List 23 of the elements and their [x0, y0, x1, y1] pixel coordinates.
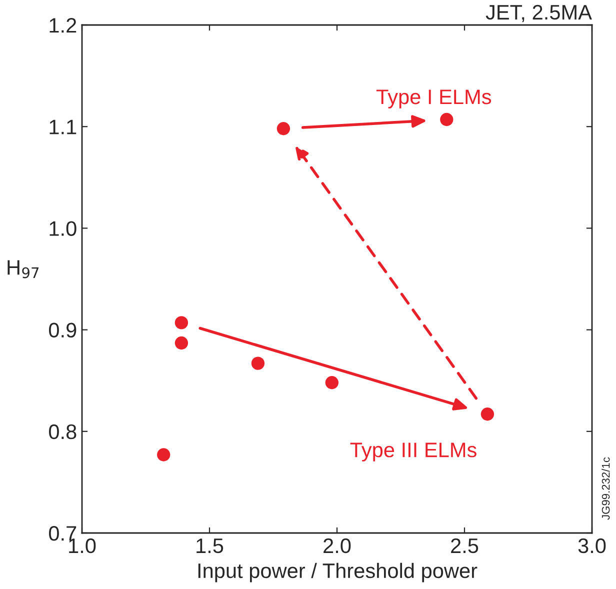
annotation: Type III ELMs [350, 442, 476, 462]
point [251, 356, 265, 370]
y-tick-label: 1.0 [50, 221, 76, 236]
point [480, 408, 494, 421]
y-tick-label: 1.2 [50, 18, 76, 33]
y-tick-label: 0.9 [48, 322, 76, 338]
x-tick-label: 1.5 [196, 538, 224, 554]
x-tick-label: 3.0 [578, 538, 606, 554]
point [174, 336, 188, 350]
point [276, 122, 290, 136]
text: JG99.232/1c [602, 457, 610, 520]
chart-title: JET, 2.5MA [486, 4, 592, 22]
x-axis-title: Input power / Threshold power [198, 562, 478, 582]
point [325, 376, 338, 390]
y-tick-label: 0.8 [48, 424, 76, 440]
x-tick-label: 2.0 [324, 538, 351, 554]
y-axis-title: H$_{97}$ [8, 260, 39, 278]
annotation: Type I ELMs [376, 90, 492, 108]
x-tick-label: 2.5 [451, 538, 478, 554]
point [174, 316, 188, 330]
point [440, 112, 454, 126]
y-tick-label: 1.1 [50, 120, 76, 134]
point [157, 448, 170, 462]
